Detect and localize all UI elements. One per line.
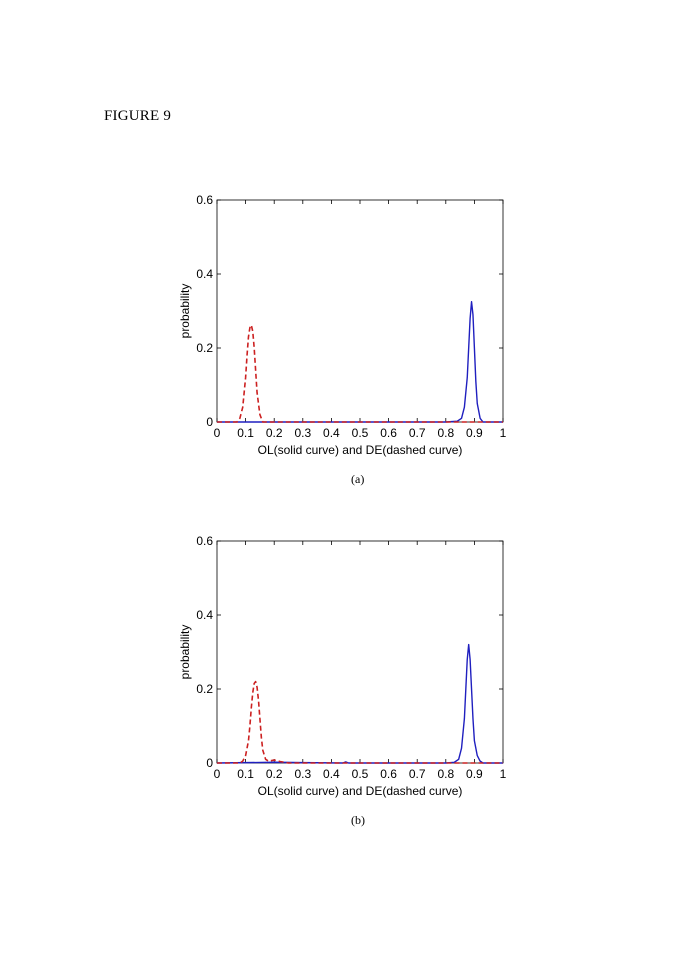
x-tick-label: 0.8 <box>437 426 454 440</box>
x-tick-label: 0.8 <box>437 767 454 781</box>
x-tick-label: 0.4 <box>323 426 340 440</box>
x-tick-label: 0.2 <box>266 426 283 440</box>
x-axis-label: OL(solid curve) and DE(dashed curve) <box>258 784 463 798</box>
ol-solid-curve <box>216 643 503 764</box>
x-tick-label: 0.4 <box>323 767 340 781</box>
de-dashed-curve <box>217 324 503 423</box>
x-tick-label: 0.1 <box>237 767 254 781</box>
plot-frame <box>216 199 504 423</box>
x-tick-label: 0 <box>214 426 221 440</box>
x-tick-label: 0.5 <box>352 767 369 781</box>
x-tick-label: 1 <box>500 426 507 440</box>
y-tick-label: 0.4 <box>196 267 213 281</box>
x-tick-label: 0 <box>214 767 221 781</box>
y-tick-label: 0.6 <box>196 534 213 548</box>
y-tick-label: 0.6 <box>196 193 213 207</box>
y-tick-label: 0.4 <box>196 608 213 622</box>
x-tick-label: 0.3 <box>294 426 311 440</box>
x-tick-label: 0.9 <box>466 426 483 440</box>
x-tick-label: 0.7 <box>409 426 426 440</box>
caption-a: (a) <box>351 472 365 486</box>
x-tick-label: 0.1 <box>237 426 254 440</box>
x-tick-label: 0.2 <box>266 767 283 781</box>
de-dashed-curve <box>217 680 503 764</box>
probability-plot-b: 0 0.1 0.2 0.3 0.4 0.5 0.6 0.7 0.8 0.9 1 0 0.2 0.4 0.6 O… <box>178 534 507 798</box>
y-axis-label: probability <box>178 625 192 680</box>
x-tick-label: 0.3 <box>294 767 311 781</box>
figure-label: FIGURE 9 <box>104 108 172 124</box>
caption-b: (b) <box>351 813 365 827</box>
y-tick-label: 0.2 <box>196 682 213 696</box>
x-tick-label: 0.6 <box>380 426 397 440</box>
y-tick-label: 0 <box>206 415 213 429</box>
y-tick-label: 0.2 <box>196 341 213 355</box>
x-tick-label: 0.7 <box>409 767 426 781</box>
probability-plot-a: 0 0.1 0.2 0.3 0.4 0.5 0.6 0.7 0.8 0.9 1 0 0.2 0.4 0.6 O… <box>178 193 507 457</box>
x-tick-label: 0.6 <box>380 767 397 781</box>
x-tick-label: 0.9 <box>466 767 483 781</box>
x-tick-label: 1 <box>500 767 507 781</box>
plot-frame <box>216 540 504 764</box>
ol-solid-curve <box>217 301 503 423</box>
y-tick-label: 0 <box>206 756 213 770</box>
x-tick-label: 0.5 <box>352 426 369 440</box>
x-axis-label: OL(solid curve) and DE(dashed curve) <box>258 443 463 457</box>
y-axis-label: probability <box>178 284 192 339</box>
